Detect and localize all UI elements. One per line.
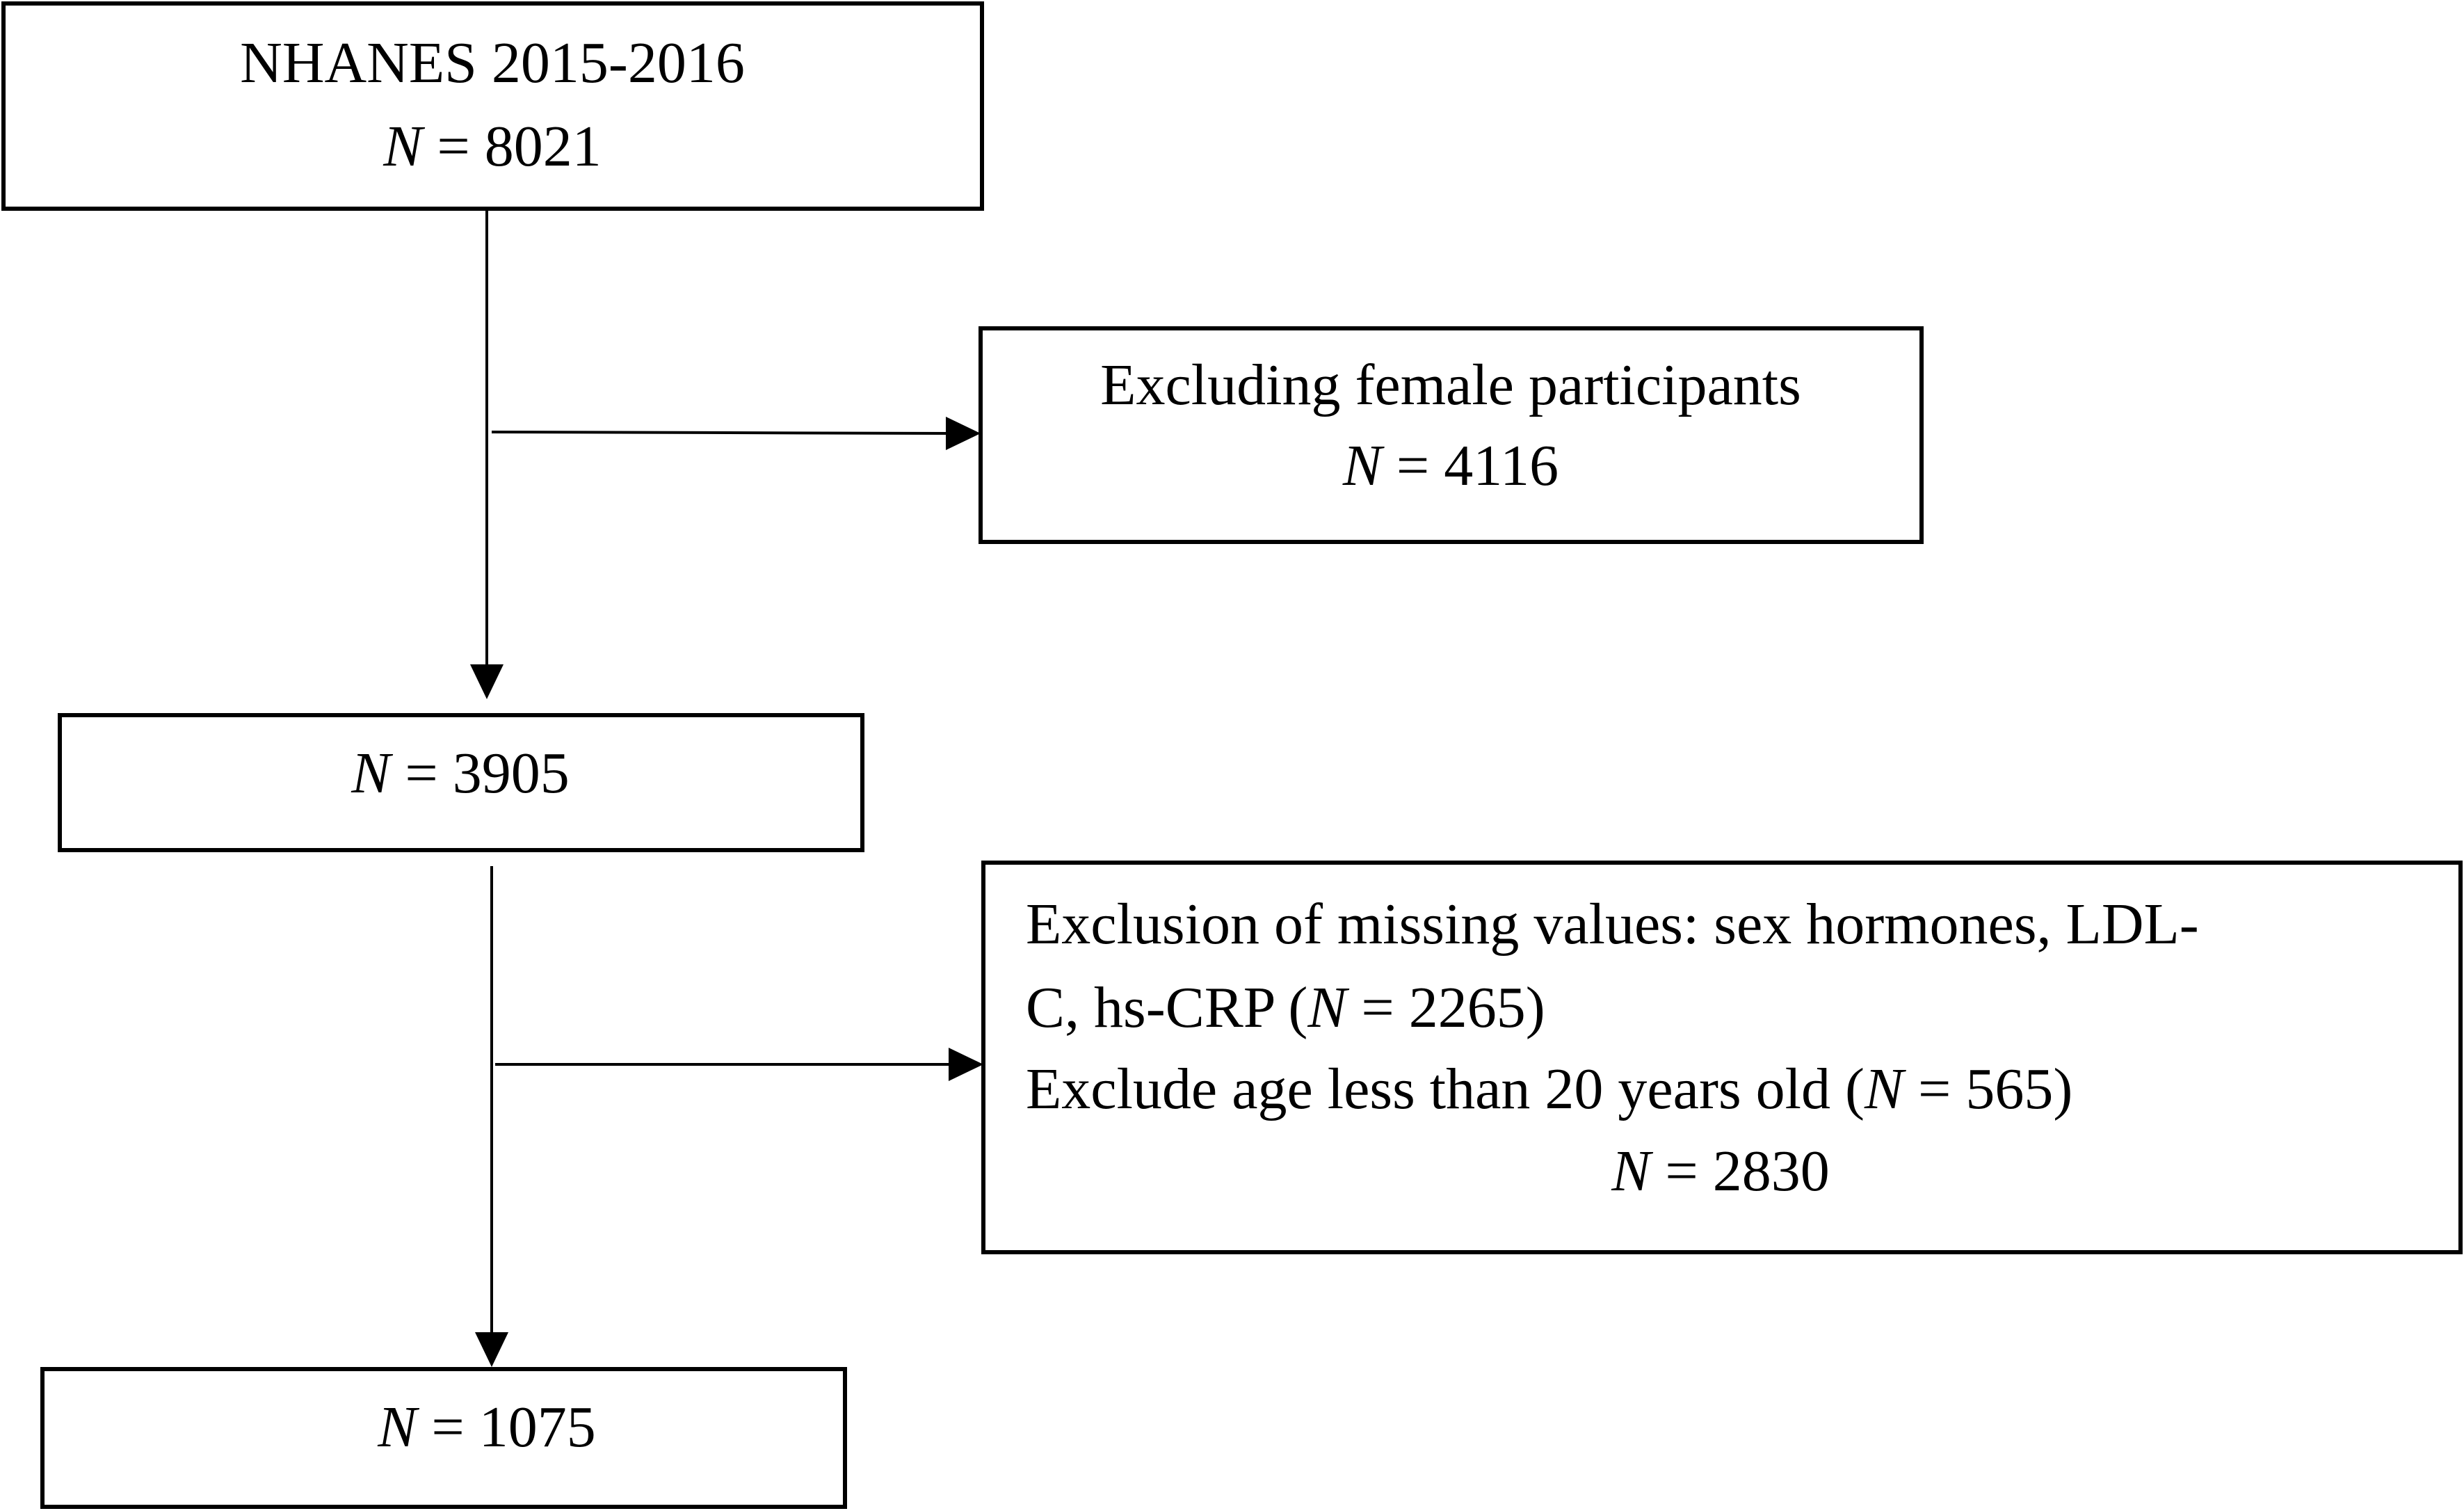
box-exclusion-1 xyxy=(979,326,1924,544)
box-final xyxy=(40,1367,847,1509)
box-step-1 xyxy=(58,713,864,852)
node-text-line: N = 1075 xyxy=(377,1395,595,1460)
node-text-line: Exclusion of missing values: sex hormone… xyxy=(1026,892,2199,957)
text-segment: = 565) xyxy=(1903,1057,2072,1121)
text-segment: = 8021 xyxy=(422,114,601,179)
text-segment: Excluding female participants xyxy=(1100,353,1801,417)
node-text-line: NHANES 2015-2016 xyxy=(240,31,745,95)
text-segment: N xyxy=(1307,975,1349,1040)
text-segment: C, hs-CRP ( xyxy=(1026,975,1307,1040)
text-segment: = 4116 xyxy=(1382,433,1559,498)
text-segment: Exclusion of missing values: sex hormone… xyxy=(1026,892,2199,957)
text-segment: N xyxy=(1342,433,1385,498)
node-text-line: N = 8021 xyxy=(383,114,601,179)
arrow-head xyxy=(475,1332,508,1367)
text-segment: N xyxy=(1611,1139,1653,1204)
node-text-line: N = 2830 xyxy=(1611,1139,1829,1204)
arrow-head xyxy=(470,664,504,699)
node-text-line: Exclude age less than 20 years old (N = … xyxy=(1026,1057,2072,1121)
connector xyxy=(491,431,953,435)
node-text-line: N = 3905 xyxy=(351,741,569,806)
text-segment: = 1075 xyxy=(417,1395,595,1460)
text-segment: = 2830 xyxy=(1650,1139,1829,1204)
arrow-head xyxy=(946,417,981,450)
text-segment: Exclude age less than 20 years old ( xyxy=(1026,1057,1865,1121)
node-text-line: Excluding female participants xyxy=(1100,353,1801,417)
box-exclusion-2 xyxy=(981,861,2463,1254)
arrow-head xyxy=(949,1048,983,1081)
text-segment: N xyxy=(351,741,393,806)
text-segment: N xyxy=(1864,1057,1906,1121)
text-segment: N xyxy=(377,1395,419,1460)
text-segment: = 3905 xyxy=(390,741,569,806)
text-segment: = 2265) xyxy=(1346,975,1545,1040)
text-segment: N xyxy=(383,114,425,179)
text-segment: NHANES 2015-2016 xyxy=(240,31,745,95)
node-text-line: C, hs-CRP (N = 2265) xyxy=(1026,975,1545,1040)
box-source xyxy=(1,1,984,211)
node-text-line: N = 4116 xyxy=(1342,433,1559,498)
